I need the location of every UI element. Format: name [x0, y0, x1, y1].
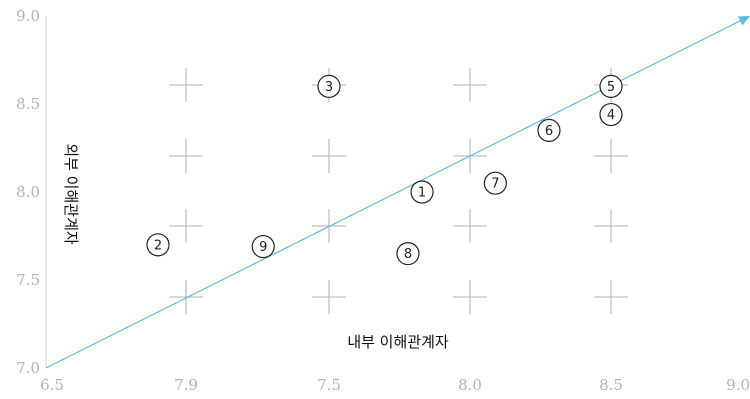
point-circle [599, 102, 623, 127]
y-tick-label: 8.5 [16, 95, 40, 113]
data-points: 1 2 3 4 5 6 7 8 9 [146, 74, 623, 266]
x-tick-label: 8.0 [458, 376, 482, 394]
point-circle [317, 74, 341, 99]
trend-line [45, 17, 747, 369]
y-tick-label: 8.0 [16, 183, 40, 201]
y-axis-title: 외부 이해관계자 [62, 143, 80, 245]
y-tick-label: 7.0 [16, 359, 40, 377]
point-circle [146, 233, 170, 257]
point-circle [483, 171, 507, 195]
data-point: 3 [317, 74, 341, 99]
point-label: 3 [325, 80, 333, 95]
x-tick-label: 9.0 [726, 376, 750, 394]
trend-arrow-icon [737, 16, 750, 26]
x-tick-label: 7.5 [317, 376, 341, 394]
data-point: 5 [599, 74, 623, 99]
point-circle [537, 118, 561, 142]
point-label: 9 [259, 240, 267, 255]
data-point: 9 [251, 234, 275, 259]
data-point: 8 [396, 242, 420, 266]
data-point: 7 [483, 171, 507, 195]
y-tick-labels: 7.0 7.5 8.0 8.5 9.0 [16, 7, 40, 377]
data-point: 4 [599, 102, 623, 127]
data-point: 2 [146, 233, 170, 257]
x-tick-labels: 6.5 7.9 7.5 8.0 8.5 9.0 [40, 376, 750, 394]
point-label: 6 [545, 124, 553, 139]
point-circle [251, 234, 275, 259]
point-circle [396, 242, 420, 266]
point-label: 4 [607, 108, 615, 123]
point-label: 2 [154, 238, 162, 253]
y-tick-label: 7.5 [16, 271, 40, 289]
x-axis-title: 내부 이해관계자 [347, 333, 449, 351]
point-label: 5 [607, 80, 615, 95]
y-tick-label: 9.0 [16, 7, 40, 25]
point-label: 7 [491, 177, 499, 192]
point-label: 1 [418, 186, 426, 201]
point-circle [599, 74, 623, 99]
x-tick-label: 8.5 [599, 376, 623, 394]
point-label: 8 [404, 247, 412, 262]
point-circle [410, 180, 434, 204]
x-tick-label: 6.5 [40, 376, 64, 394]
x-tick-label: 7.9 [174, 376, 198, 394]
data-point: 1 [410, 180, 434, 204]
cross-grid [169, 68, 628, 314]
data-point: 6 [537, 118, 561, 142]
